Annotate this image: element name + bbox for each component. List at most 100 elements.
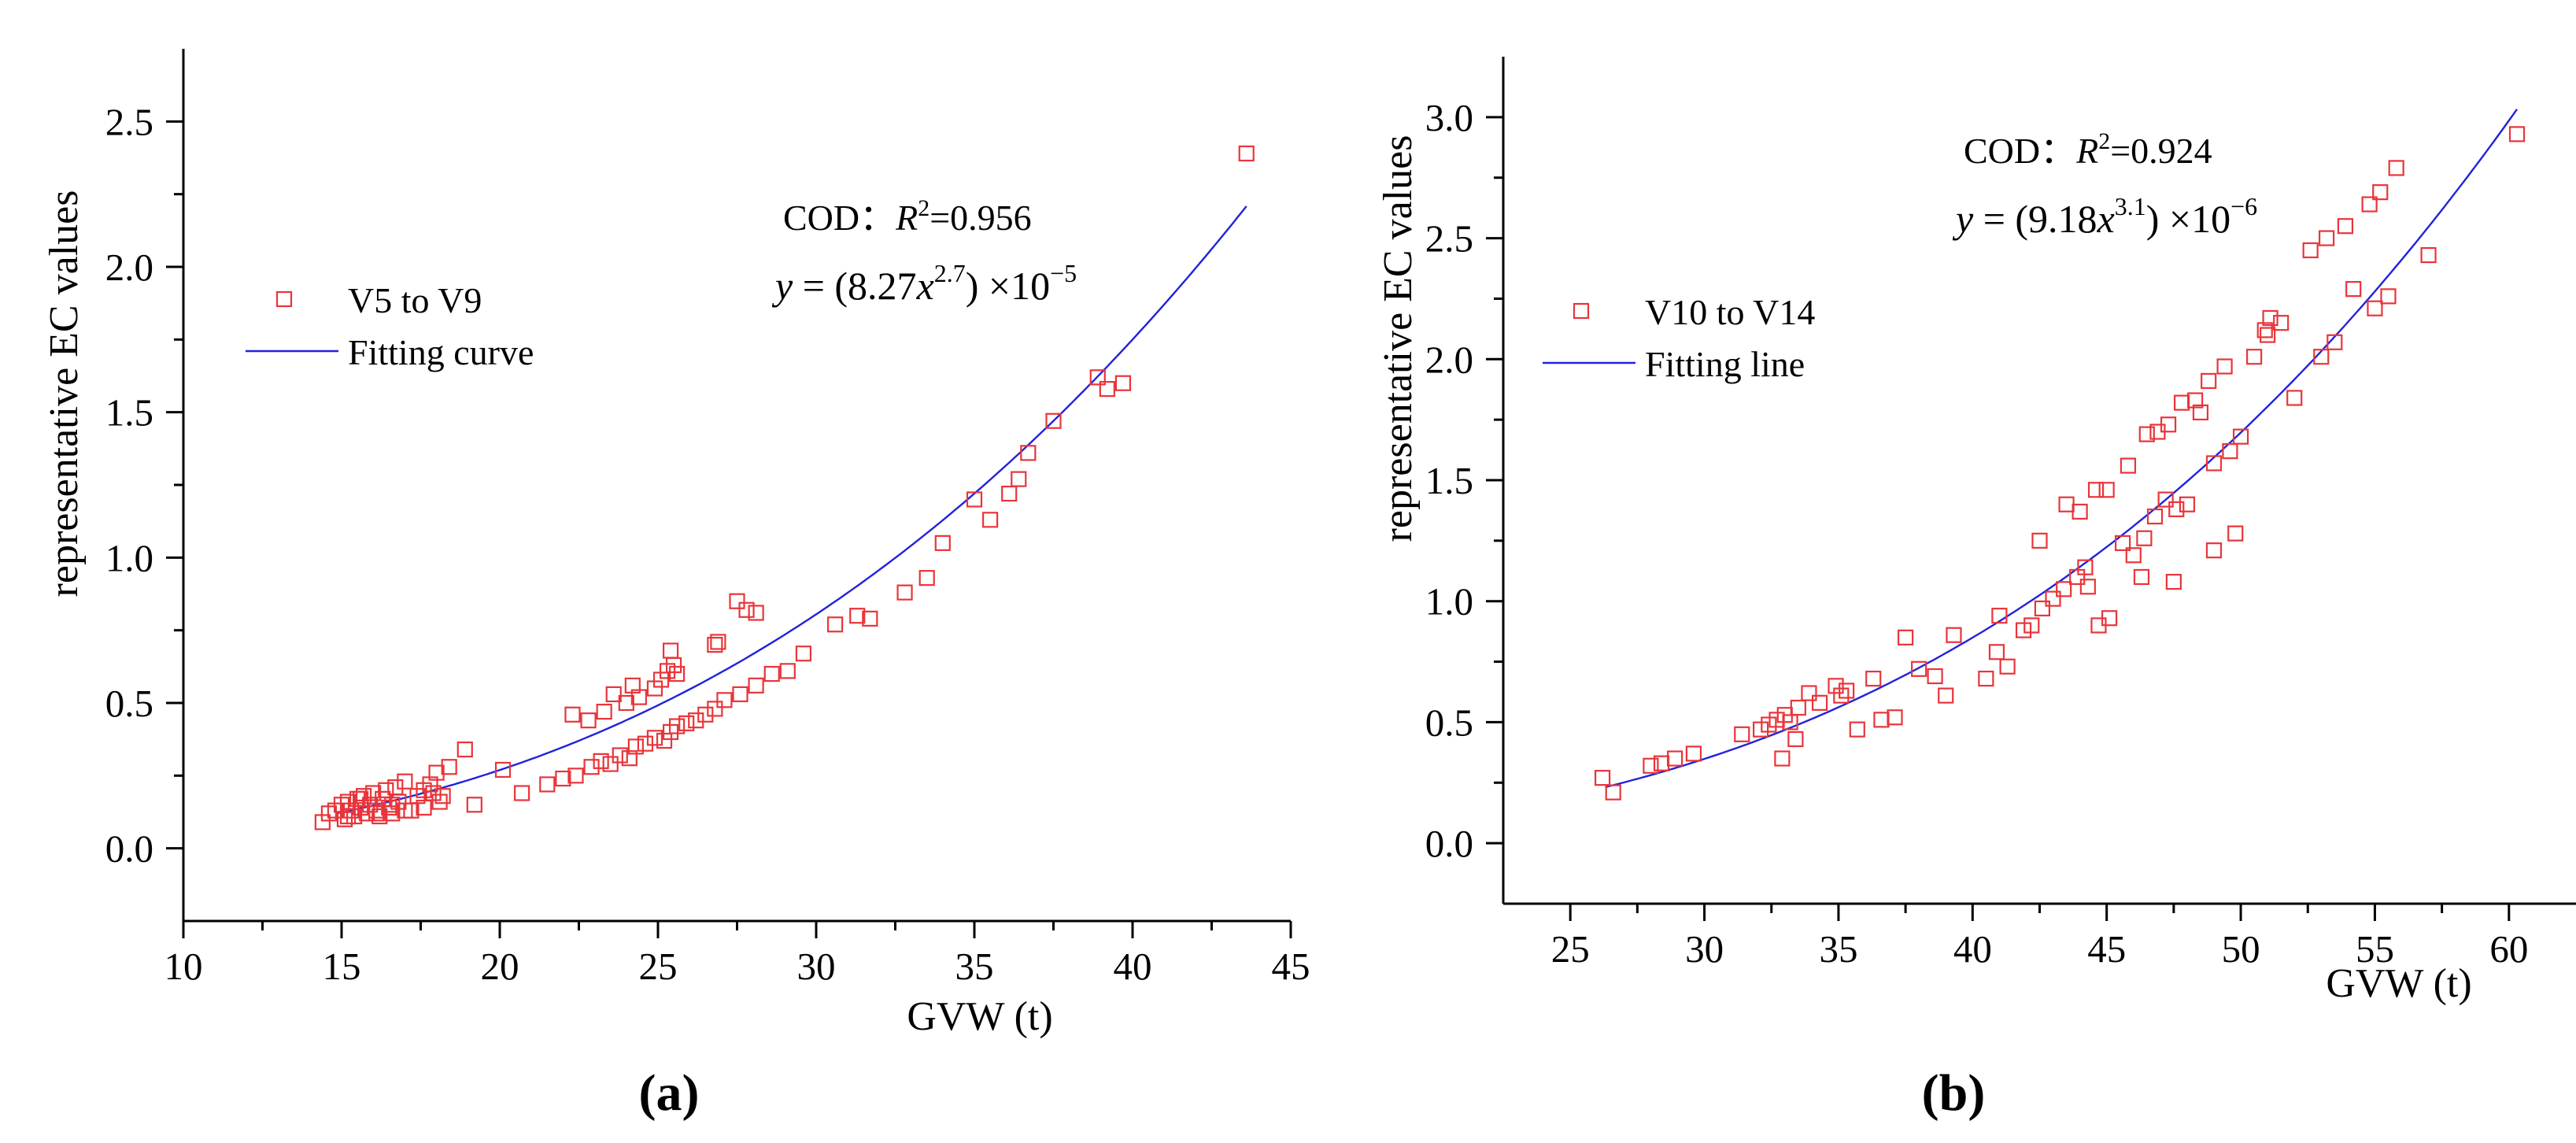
data-point: [1011, 471, 1027, 487]
data-point: [2367, 300, 2383, 316]
data-point: [365, 785, 382, 801]
data-point: [630, 689, 647, 705]
data-point: [862, 610, 878, 627]
data-point: [416, 799, 432, 816]
legend-label-fit: Fitting curve: [348, 332, 534, 372]
data-point: [1594, 770, 1611, 786]
y-tick-label: 0.0: [1425, 822, 1473, 865]
cod-annotation: COD：R2=0.956: [783, 195, 1032, 238]
data-point: [612, 747, 628, 764]
data-point: [710, 634, 726, 650]
x-tick-label: 20: [481, 945, 519, 988]
data-point: [2133, 568, 2150, 586]
r-symbol: R: [895, 198, 918, 238]
data-point: [2388, 160, 2404, 176]
data-point: [1887, 709, 1903, 726]
data-point: [1946, 627, 1962, 643]
data-point: [1020, 445, 1037, 461]
data-point: [1978, 670, 1994, 687]
y-tick-label: 0.5: [1425, 701, 1473, 744]
data-point: [688, 712, 704, 729]
y-tick-label: 1.5: [1425, 459, 1473, 502]
data-point: [662, 642, 679, 659]
data-point: [748, 677, 764, 694]
data-point: [1811, 694, 1828, 711]
legend-label-scatter: V10 to V14: [1645, 292, 1815, 332]
data-point: [2201, 372, 2217, 390]
data-point: [707, 637, 723, 653]
data-point: [1666, 750, 1683, 767]
data-point: [2260, 327, 2276, 343]
y-tick-label: 0.0: [105, 827, 153, 871]
data-point: [1768, 712, 1785, 728]
data-point: [637, 735, 654, 752]
equation-x-exponent: 3.1: [2115, 192, 2146, 220]
data-point: [1782, 714, 1798, 731]
data-point: [2157, 491, 2174, 508]
data-point: [2508, 126, 2526, 142]
data-point: [1911, 660, 1927, 677]
data-point: [896, 584, 913, 601]
x-tick-label: 40: [1114, 945, 1152, 988]
legend-label-scatter: V5 to V9: [348, 280, 482, 320]
data-point: [2179, 496, 2196, 512]
x-tick-label: 45: [2087, 927, 2126, 971]
data-point: [2173, 394, 2190, 411]
data-point: [2302, 242, 2319, 259]
data-point: [918, 570, 935, 586]
equation-x: x: [2097, 197, 2115, 241]
data-point: [2187, 392, 2204, 409]
data-point: [1873, 712, 1890, 728]
data-point: [514, 785, 530, 801]
data-point: [2077, 559, 2094, 575]
cod-prefix: COD：: [783, 198, 896, 238]
equation-close: ) ×10: [966, 264, 1050, 308]
data-point: [2246, 349, 2263, 365]
data-point: [2361, 196, 2378, 213]
data-point: [2079, 579, 2096, 595]
equation-tail-exponent: −6: [2230, 192, 2257, 220]
data-point: [2125, 547, 2142, 564]
data-point: [2337, 218, 2354, 235]
data-point: [2069, 568, 2086, 586]
x-tick-label: 25: [1551, 927, 1590, 971]
data-point: [2313, 349, 2330, 365]
data-point: [2222, 443, 2238, 460]
data-point: [934, 535, 951, 551]
data-point: [2205, 455, 2223, 472]
data-point: [456, 741, 473, 758]
data-point: [2232, 428, 2249, 445]
data-point: [397, 802, 413, 819]
y-tick-label: 1.0: [1425, 580, 1473, 623]
data-point: [1828, 678, 1844, 694]
legend-marker-scatter: [275, 290, 293, 308]
fit-curve: [1605, 109, 2518, 789]
x-tick-label: 50: [2222, 927, 2260, 971]
x-tick-label: 55: [2356, 927, 2394, 971]
data-point: [2165, 574, 2182, 590]
data-point: [602, 756, 619, 772]
x-tick-label: 15: [323, 945, 361, 988]
data-point: [1927, 668, 1943, 685]
data-point: [1045, 412, 1062, 429]
data-point: [1099, 381, 1115, 398]
data-point: [707, 701, 723, 717]
r-value: =0.924: [2110, 131, 2212, 171]
panel-caption: (a): [639, 1064, 700, 1122]
data-point: [441, 759, 457, 775]
x-tick-label: 10: [164, 945, 203, 988]
data-point: [669, 718, 686, 734]
data-point: [2205, 542, 2223, 559]
equation-open: = (8.27: [793, 264, 916, 308]
x-tick-label: 45: [1272, 945, 1310, 988]
r-exponent: 2: [918, 195, 930, 221]
data-point: [2319, 230, 2335, 246]
x-tick-label: 60: [2489, 927, 2528, 971]
data-point: [1787, 731, 1804, 748]
data-point: [2045, 590, 2061, 607]
data-point: [397, 773, 413, 790]
data-point: [567, 768, 584, 784]
data-point: [2168, 501, 2185, 517]
data-point: [729, 593, 745, 609]
y-tick-label: 0.5: [105, 682, 153, 725]
